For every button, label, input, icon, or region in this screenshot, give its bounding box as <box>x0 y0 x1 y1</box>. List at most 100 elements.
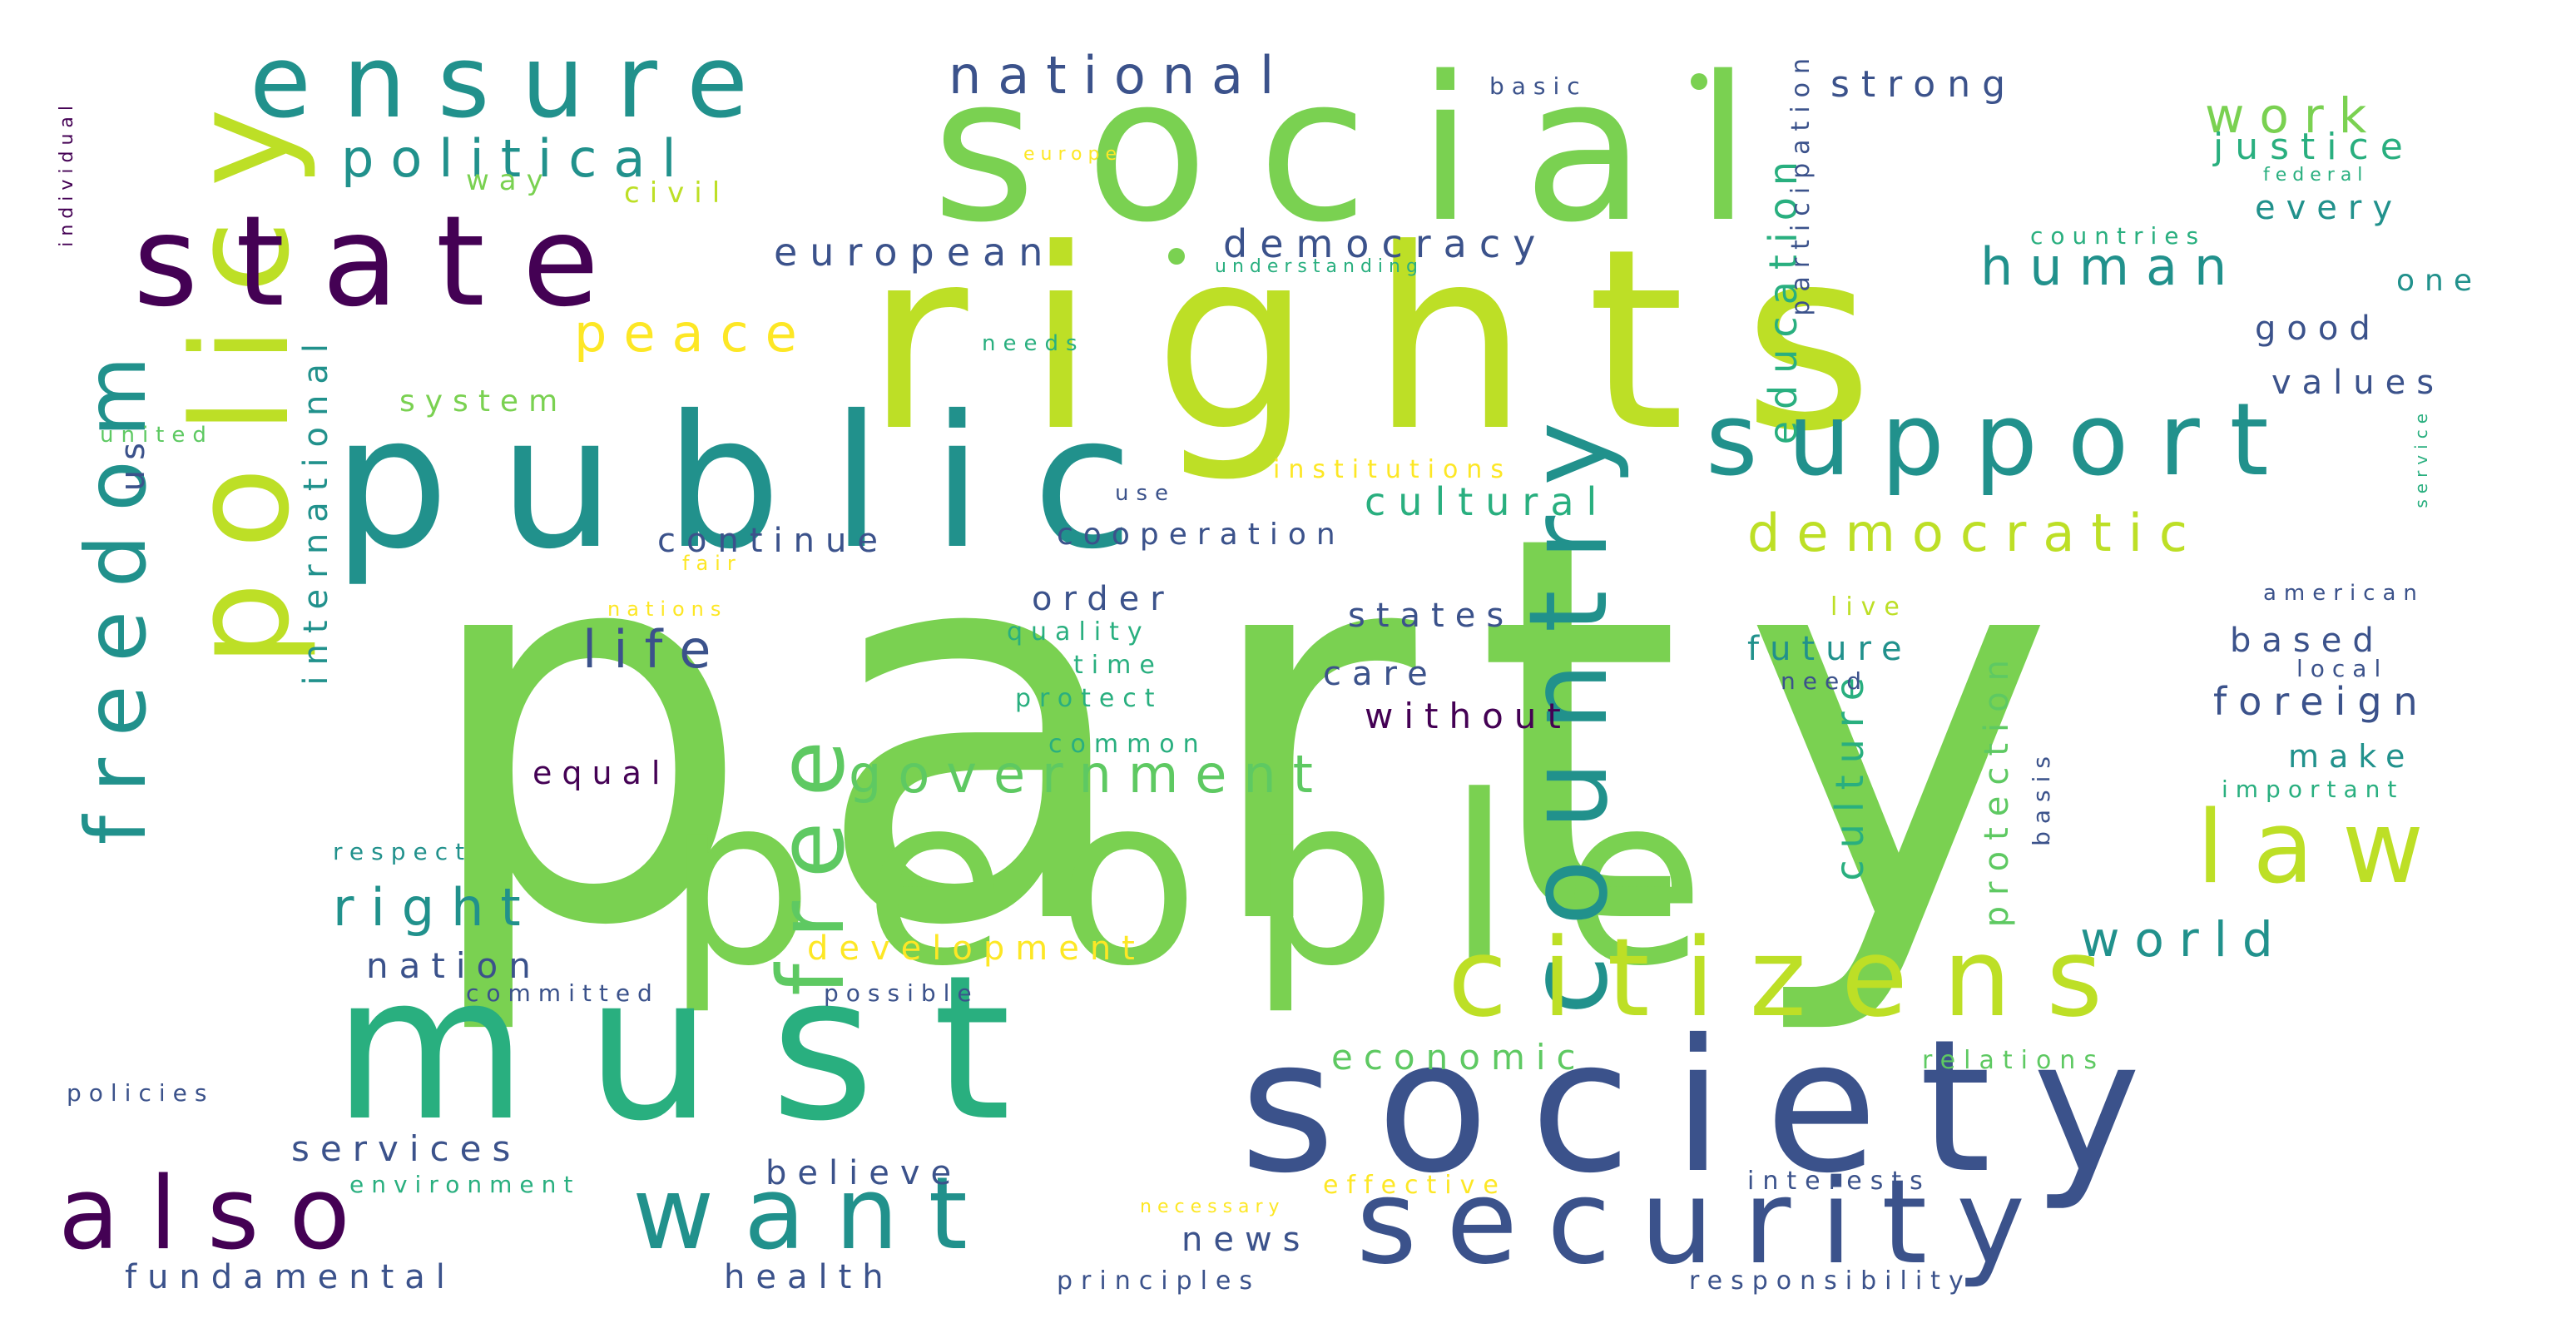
word-institutions: institutions <box>1273 455 1512 484</box>
word-political: political <box>341 128 693 189</box>
word-way: way <box>466 164 553 197</box>
word-local: local <box>2296 655 2389 682</box>
word-society: society <box>1240 1000 2183 1213</box>
word-nations: nations <box>607 597 728 621</box>
word-good: good <box>2255 310 2381 348</box>
word-security: security <box>1356 1155 2054 1291</box>
word-policy: policy <box>163 75 319 667</box>
word-future: future <box>1747 630 1913 668</box>
word-want: want <box>632 1157 998 1272</box>
word-american: american <box>2263 581 2425 606</box>
word-international: international <box>297 333 335 686</box>
word-respect: respect <box>333 838 473 865</box>
word-work: work <box>2205 87 2382 144</box>
word-life: life <box>582 619 728 680</box>
word-quality: quality <box>1007 617 1151 647</box>
word-continue: continue <box>657 522 889 560</box>
word-services: services <box>291 1128 522 1169</box>
word-policies: policies <box>67 1079 215 1107</box>
word-world: world <box>2080 911 2288 968</box>
word-equal: equal <box>533 755 671 791</box>
word-needs: needs <box>982 331 1085 356</box>
word-values: values <box>2271 364 2445 402</box>
word-make: make <box>2288 738 2415 775</box>
word-service: service <box>2411 408 2431 508</box>
word-time: time <box>1073 651 1163 680</box>
word-protect: protect <box>1015 684 1163 713</box>
dot-mark <box>1168 248 1185 265</box>
word-one: one <box>2396 264 2482 298</box>
word-peace: peace <box>574 303 814 364</box>
word-effective: effective <box>1323 1171 1507 1200</box>
word-based: based <box>2230 622 2385 660</box>
word-foreign: foreign <box>2213 679 2430 724</box>
word-health: health <box>724 1258 894 1296</box>
word-important: important <box>2222 776 2405 803</box>
word-must: must <box>333 932 1070 1165</box>
word-federal: federal <box>2263 165 2369 186</box>
word-responsibility: responsibility <box>1689 1266 1972 1296</box>
word-right: right <box>333 877 537 938</box>
word-citizens: citizens <box>1448 914 2138 1041</box>
word-basic: basic <box>1489 72 1588 100</box>
word-individual: individual <box>57 100 77 247</box>
word-need: need <box>1781 667 1869 695</box>
word-live: live <box>1830 592 1908 622</box>
word-national: national <box>949 45 1291 106</box>
word-civil: civil <box>624 176 731 210</box>
word-fair: fair <box>682 552 742 575</box>
word-economic: economic <box>1331 1037 1587 1078</box>
word-committed: committed <box>466 979 660 1007</box>
word-law: law <box>2197 790 2453 906</box>
word-rights: rights <box>865 196 1932 486</box>
word-environment: environment <box>349 1171 581 1198</box>
word-news: news <box>1181 1221 1311 1259</box>
word-necessary: necessary <box>1140 1197 1286 1217</box>
word-principles: principles <box>1057 1266 1261 1296</box>
word-support: support <box>1706 383 2299 498</box>
word-culture: culture <box>1827 666 1872 881</box>
word-european: european <box>774 230 1056 275</box>
word-ensure: ensure <box>250 25 780 141</box>
word-nation: nation <box>366 945 542 986</box>
word-united: united <box>100 423 214 448</box>
word-social: social <box>932 33 1801 266</box>
word-care: care <box>1323 655 1439 693</box>
word-europe: europe <box>1023 144 1122 165</box>
word-freedom: freedom <box>67 333 165 845</box>
word-human: human <box>1980 236 2244 297</box>
word-use: use <box>1115 481 1177 506</box>
word-understanding: understanding <box>1215 256 1424 277</box>
word-basis: basis <box>2028 749 2055 846</box>
word-public: public <box>333 376 1183 589</box>
word-cooperation: cooperation <box>1057 518 1345 552</box>
word-cultural: cultural <box>1365 479 1610 524</box>
word-protection: protection <box>1978 649 2016 928</box>
word-country: country <box>1505 391 1632 1015</box>
word-democratic: democratic <box>1747 503 2205 563</box>
word-common: common <box>1048 730 1207 759</box>
word-states: states <box>1348 597 1515 635</box>
word-people: people <box>666 746 1756 1018</box>
word-democracy: democracy <box>1223 221 1548 266</box>
word-without: without <box>1365 696 1572 736</box>
word-strong: strong <box>1830 63 2018 106</box>
word-fundamental: fundamental <box>125 1258 456 1296</box>
word-development: development <box>807 929 1146 968</box>
word-believe: believe <box>765 1154 963 1192</box>
dot-mark <box>1691 73 1707 90</box>
word-interests: interests <box>1747 1167 1931 1196</box>
word-us: us <box>114 433 152 492</box>
word-relations: relations <box>1922 1046 2105 1075</box>
word-every: every <box>2255 189 2404 227</box>
word-party: party <box>416 422 2115 1042</box>
word-government: government <box>849 744 1330 805</box>
word-order: order <box>1032 580 1175 618</box>
word-possible: possible <box>824 979 979 1007</box>
word-state: state <box>133 190 637 334</box>
word-countries: countries <box>2030 222 2207 250</box>
word-justice: justice <box>2213 126 2415 168</box>
word-also: also <box>58 1157 380 1272</box>
word-participation: participation <box>1786 50 1816 316</box>
